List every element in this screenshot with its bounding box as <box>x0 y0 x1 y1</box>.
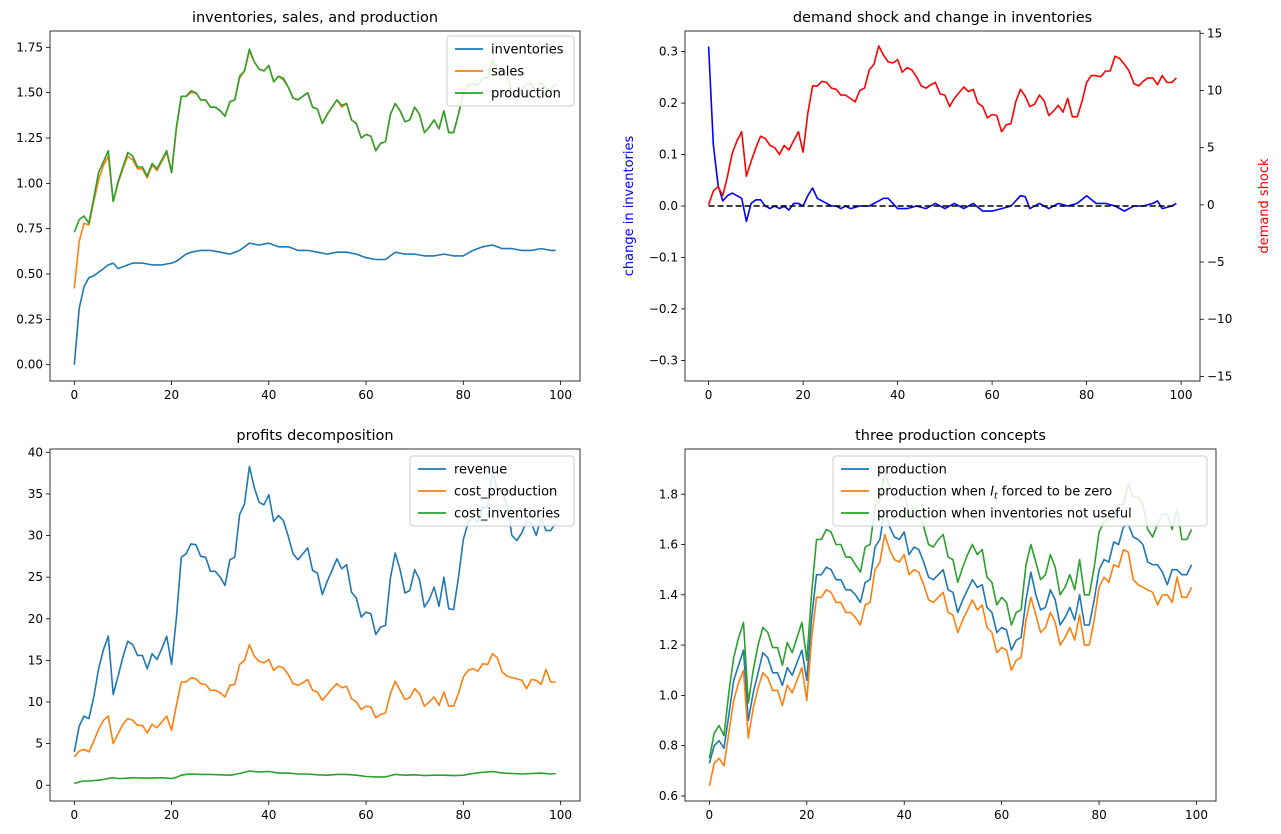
y-tick-label: 0.25 <box>16 312 43 326</box>
y-tick-label: 0 <box>35 778 43 792</box>
chart-title: inventories, sales, and production <box>192 10 438 26</box>
y-axis-label: change in inventories <box>622 136 637 277</box>
x-tick-label: 0 <box>70 388 78 402</box>
x-tick-label: 0 <box>705 388 713 402</box>
legend-label: cost_inventories <box>454 507 560 522</box>
legend-label: cost_production <box>454 485 557 500</box>
x-tick-label: 100 <box>1170 388 1193 402</box>
x-tick-label: 0 <box>70 808 78 822</box>
y-tick-label: 1.0 <box>659 688 678 702</box>
y-tick-label: 10 <box>28 695 43 709</box>
legend-label: production when It forced to be zero <box>877 485 1112 502</box>
y-tick-label: 1.4 <box>659 588 678 602</box>
legend-label: production when inventories not useful <box>877 507 1132 522</box>
y2-axis-label: demand shock <box>1257 158 1272 254</box>
legend-frame <box>409 455 575 527</box>
x-tick-label: 60 <box>994 808 1009 822</box>
y2-tick-label: 10 <box>1207 83 1222 97</box>
y-tick-label: 0.00 <box>16 358 43 372</box>
chart-title: profits decomposition <box>236 428 393 444</box>
y-tick-label: 1.8 <box>659 487 678 501</box>
y-tick-label: −0.1 <box>649 250 678 264</box>
y-tick-label: 0.1 <box>659 148 678 162</box>
y-tick-label: 0.6 <box>659 789 678 803</box>
chart-title: three production concepts <box>855 428 1046 444</box>
x-tick-label: 60 <box>358 808 373 822</box>
x-tick-label: 80 <box>456 808 471 822</box>
y-tick-label: 1.00 <box>16 176 43 190</box>
x-tick-label: 60 <box>358 388 373 402</box>
legend-label: inventories <box>491 43 564 58</box>
y-tick-label: 1.50 <box>16 86 43 100</box>
plot-frame <box>49 30 581 382</box>
x-tick-label: 40 <box>897 808 912 822</box>
y2-tick-label: 5 <box>1207 141 1215 155</box>
legend: production production when It forced to b… <box>832 455 1208 527</box>
x-tick-label: 0 <box>706 808 714 822</box>
y-tick-label: 1.75 <box>16 40 43 54</box>
legend-frame <box>446 35 575 107</box>
plot-frame <box>684 448 1217 802</box>
x-tick-label: 80 <box>1079 388 1094 402</box>
series-line-1 <box>73 242 556 365</box>
x-tick-label: 100 <box>549 388 572 402</box>
x-tick-label: 20 <box>799 808 814 822</box>
x-tick-label: 20 <box>164 388 179 402</box>
x-tick-label: 100 <box>1185 808 1208 822</box>
y2-tick-label: 15 <box>1207 26 1222 40</box>
y-tick-label: 30 <box>28 529 43 543</box>
y-tick-label: 0.8 <box>659 739 678 753</box>
y-tick-label: 15 <box>28 653 43 667</box>
subplot-4: three production concepts 0 20 40 60 80 100 0.6… <box>659 428 1217 822</box>
y2-tick-label: −15 <box>1207 369 1232 383</box>
legend-label: sales <box>491 65 524 80</box>
y-tick-label: 25 <box>28 570 43 584</box>
series-line-2 <box>708 533 1193 787</box>
subplot-3: profits decomposition 0 20 40 60 80 100 0 5 10 15 2… <box>28 428 581 822</box>
y-tick-label: 0.75 <box>16 222 43 236</box>
x-tick-label: 40 <box>890 388 905 402</box>
x-tick-label: 80 <box>456 388 471 402</box>
y-tick-label: 40 <box>28 445 43 459</box>
y-tick-label: 5 <box>35 737 43 751</box>
series-line-2 <box>73 643 556 758</box>
series-line-3 <box>74 770 556 785</box>
y-tick-label: −0.2 <box>649 302 678 316</box>
y-tick-label: 0.0 <box>659 199 678 213</box>
legend-label: production <box>491 87 561 102</box>
legend-frame <box>832 455 1208 527</box>
y2-tick-label: 0 <box>1207 198 1215 212</box>
x-tick-label: 80 <box>1091 808 1106 822</box>
chart-title: demand shock and change in inventories <box>793 10 1092 26</box>
x-tick-label: 20 <box>164 808 179 822</box>
series-line-1 <box>707 46 1177 223</box>
y-tick-label: 0.50 <box>16 267 43 281</box>
x-tick-label: 100 <box>549 808 572 822</box>
y-tick-label: 20 <box>28 612 43 626</box>
y-tick-label: 1.2 <box>659 638 678 652</box>
y-tick-label: 1.25 <box>16 131 43 145</box>
plot-frame <box>49 448 581 802</box>
x-tick-label: 40 <box>261 388 276 402</box>
series-line-3 <box>707 45 1177 206</box>
x-tick-label: 20 <box>795 388 810 402</box>
y2-tick-label: −10 <box>1207 312 1232 326</box>
legend-label: production <box>877 463 947 478</box>
series-line-1 <box>708 508 1193 764</box>
subplot-1: inventories, sales, and production 0 20 40 6… <box>16 10 581 402</box>
subplot-2: demand shock and change in inventories 0 2… <box>622 10 1272 402</box>
y-tick-label: 35 <box>28 487 43 501</box>
legend-label: revenue <box>454 463 507 478</box>
legend: inventories sales production <box>446 35 575 107</box>
y-tick-label: 0.3 <box>659 45 678 59</box>
x-tick-label: 60 <box>984 388 999 402</box>
y2-tick-label: −5 <box>1207 255 1225 269</box>
y-tick-label: −0.3 <box>649 353 678 367</box>
legend: revenue cost_production cost_inventories <box>409 455 575 527</box>
y-tick-label: 0.2 <box>659 96 678 110</box>
x-tick-label: 40 <box>261 808 276 822</box>
y-tick-label: 1.6 <box>659 538 678 552</box>
